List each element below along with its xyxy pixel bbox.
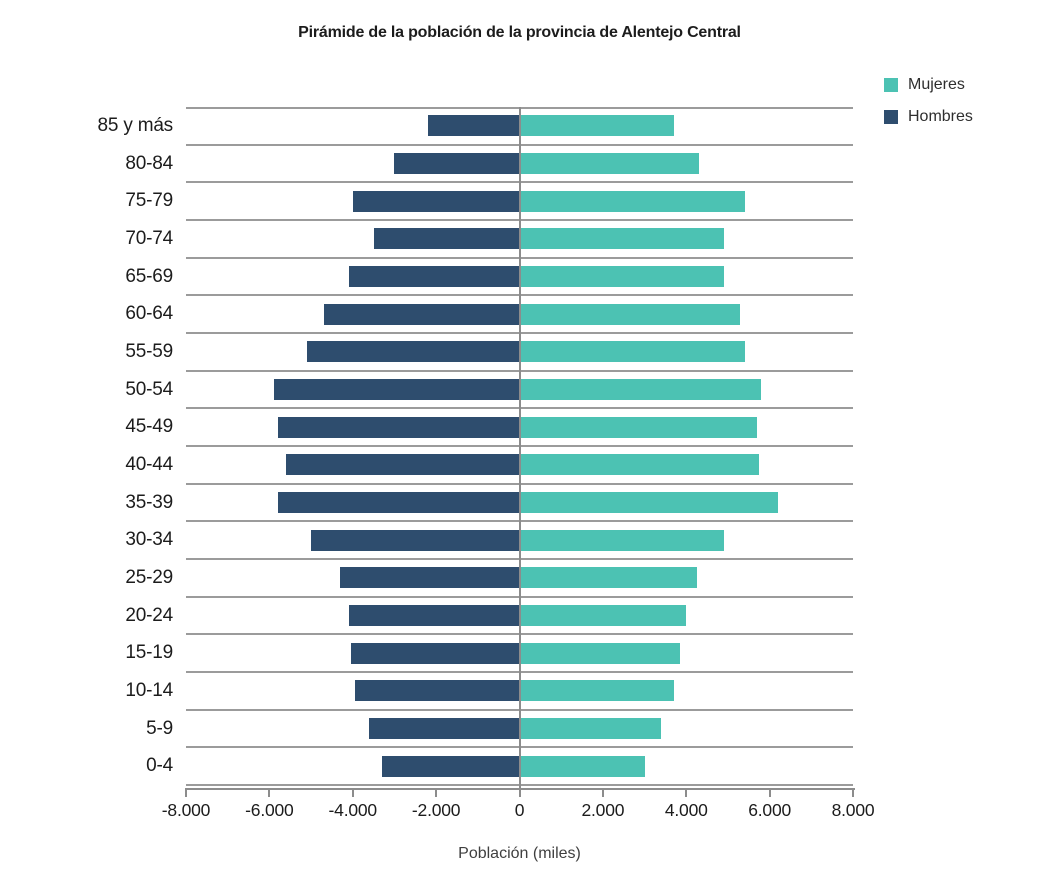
bar-mujeres <box>519 190 745 212</box>
bar-mujeres <box>519 341 745 363</box>
legend-swatch-hombres <box>884 110 898 124</box>
x-tick-label: -2.000 <box>411 800 461 820</box>
legend-item-mujeres: Mujeres <box>884 76 973 94</box>
bar-mujeres <box>519 567 697 589</box>
bar-hombres <box>350 642 520 664</box>
age-group-label: 55-59 <box>125 341 173 362</box>
x-tick <box>852 788 854 797</box>
x-tick <box>518 788 521 797</box>
x-tick-label: -4.000 <box>328 800 378 820</box>
bar-hombres <box>311 529 520 551</box>
legend-swatch-mujeres <box>884 78 898 92</box>
bar-hombres <box>277 492 520 513</box>
bar-hombres <box>306 341 520 363</box>
x-tick <box>685 788 688 797</box>
bar-mujeres <box>519 379 762 400</box>
age-group-label: 0-4 <box>146 755 173 777</box>
x-tick <box>185 788 187 797</box>
bar-mujeres <box>519 266 724 287</box>
age-group-label: 25-29 <box>125 567 173 588</box>
bar-mujeres <box>519 755 645 777</box>
bar-hombres <box>277 416 520 438</box>
legend: Mujeres Hombres <box>884 76 973 126</box>
bar-mujeres <box>519 115 674 137</box>
x-tick-label: -6.000 <box>245 800 294 820</box>
x-tick-label: 0 <box>514 800 525 820</box>
age-group-label: 10-14 <box>125 680 173 701</box>
x-tick-label: 8.000 <box>831 800 875 820</box>
x-tick <box>351 788 354 797</box>
x-tick-label: 6.000 <box>748 800 792 820</box>
x-tick-label: -8.000 <box>161 800 211 820</box>
bar-mujeres <box>519 605 687 626</box>
bar-hombres <box>394 153 520 174</box>
chart-title: Pirámide de la población de la provincia… <box>298 24 741 41</box>
bar-hombres <box>354 680 520 702</box>
age-group-label: 75-79 <box>125 190 173 212</box>
bar-hombres <box>352 190 520 212</box>
age-group-label: 5-9 <box>146 717 173 739</box>
x-tick-label: 2.000 <box>581 800 625 820</box>
age-group-label: 70-74 <box>125 228 173 249</box>
bar-hombres <box>381 755 520 777</box>
bar-mujeres <box>519 454 760 476</box>
bar-hombres <box>286 454 520 476</box>
age-group-label: 15-19 <box>125 642 173 664</box>
age-group-label: 35-39 <box>125 491 173 513</box>
legend-item-hombres: Hombres <box>884 108 973 126</box>
x-tick <box>768 788 771 797</box>
age-group-label: 60-64 <box>125 303 173 325</box>
legend-label: Mujeres <box>908 76 965 93</box>
age-group-label: 65-69 <box>125 265 173 287</box>
age-group-label: 45-49 <box>125 416 173 438</box>
age-group-label: 40-44 <box>125 454 173 475</box>
x-axis-line <box>186 788 855 790</box>
bar-hombres <box>369 718 520 739</box>
age-group-label: 30-34 <box>125 529 173 551</box>
age-group-label: 85 y más <box>97 115 174 136</box>
age-group-label: 20-24 <box>125 604 173 626</box>
bar-mujeres <box>519 680 674 702</box>
bar-hombres <box>427 115 520 137</box>
bar-mujeres <box>519 153 699 174</box>
zero-baseline <box>518 107 521 790</box>
bar-hombres <box>348 605 520 626</box>
bar-mujeres <box>519 642 680 664</box>
bar-hombres <box>373 228 520 250</box>
bar-mujeres <box>519 303 741 325</box>
x-tick <box>268 788 271 797</box>
legend-label: Hombres <box>908 108 973 125</box>
x-tick <box>601 788 604 797</box>
plot-area <box>186 107 853 790</box>
x-axis-title: Población (miles) <box>458 845 581 862</box>
bar-mujeres <box>519 529 724 551</box>
bar-mujeres <box>519 718 662 739</box>
bar-mujeres <box>519 492 778 513</box>
x-tick-label: 4.000 <box>664 800 708 820</box>
bar-hombres <box>323 303 520 325</box>
bar-hombres <box>273 379 520 400</box>
age-group-label: 80-84 <box>125 152 173 174</box>
bar-mujeres <box>519 416 758 438</box>
age-group-label: 50-54 <box>125 378 173 400</box>
x-tick <box>435 788 438 797</box>
bar-hombres <box>348 266 520 287</box>
bar-mujeres <box>519 228 724 250</box>
bar-hombres <box>340 567 520 589</box>
